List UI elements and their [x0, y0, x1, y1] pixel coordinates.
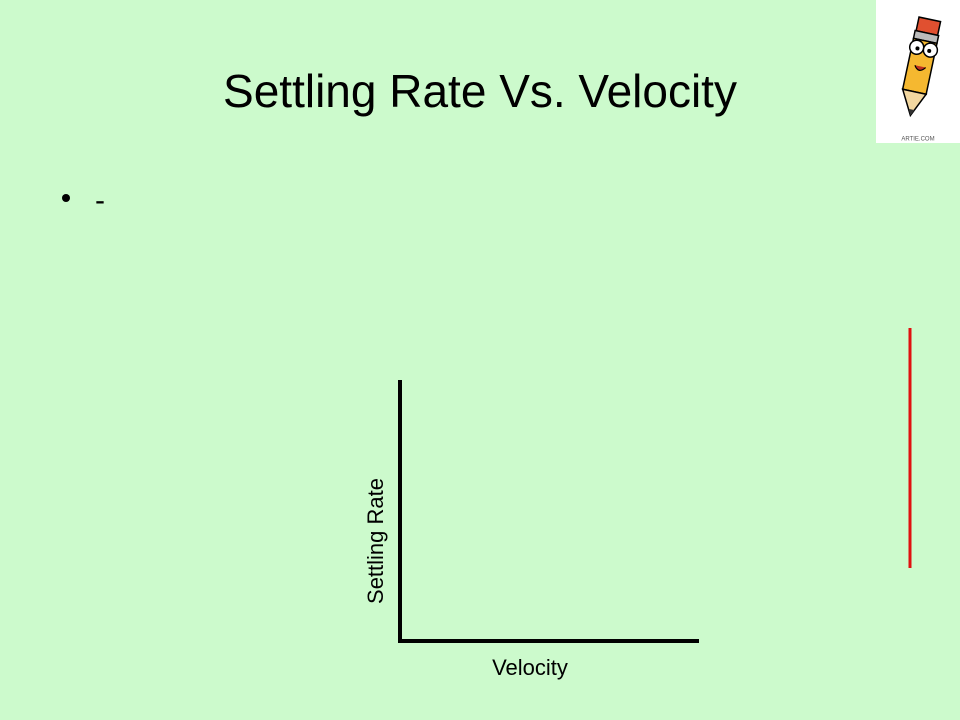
- bullet-text: -: [95, 184, 105, 217]
- x-axis-label: Velocity: [492, 655, 568, 680]
- slide-title: Settling Rate Vs. Velocity: [223, 65, 737, 117]
- bullet-dot: [62, 194, 70, 202]
- clipart: ARTIE.COM: [876, 0, 960, 143]
- pencil-drawing: [901, 16, 942, 118]
- y-axis-label: Settling Rate: [363, 478, 388, 604]
- clipart-caption: ARTIE.COM: [901, 137, 934, 143]
